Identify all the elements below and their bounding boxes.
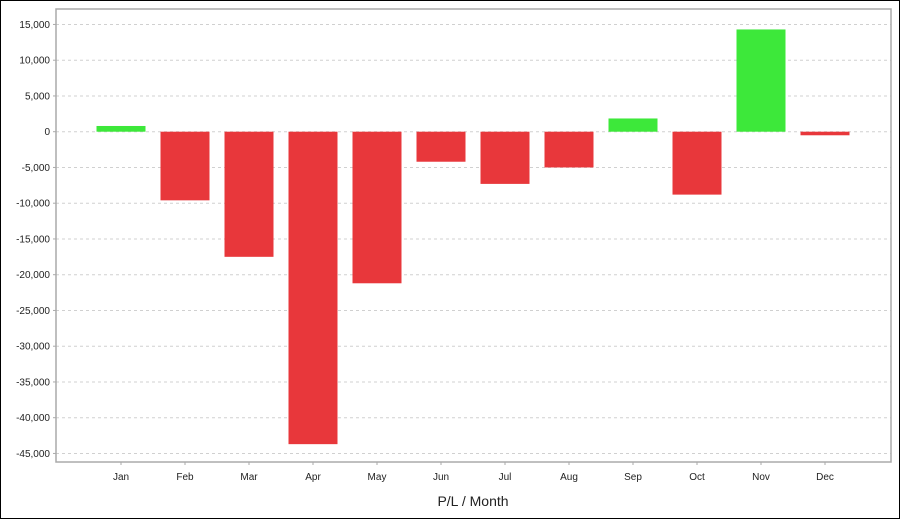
bar-may — [352, 131, 402, 284]
x-tick-label: May — [368, 472, 387, 483]
y-tick-label: -10,000 — [16, 199, 50, 210]
bar-jul — [480, 131, 530, 184]
y-tick-label: -30,000 — [16, 342, 50, 353]
bar-apr — [288, 131, 338, 445]
x-tick-label: Feb — [176, 472, 194, 483]
x-tick-label: Jan — [113, 472, 129, 483]
y-tick-label: -45,000 — [16, 449, 50, 460]
y-tick-label: -40,000 — [16, 413, 50, 424]
x-tick-label: Jul — [499, 472, 512, 483]
plot-border — [55, 8, 892, 463]
bar-jun — [416, 131, 466, 162]
bar-aug — [544, 131, 594, 168]
y-tick-label: -25,000 — [16, 306, 50, 317]
x-tick-label: Nov — [752, 472, 770, 483]
bar-jan — [96, 125, 146, 132]
y-tick-label: 10,000 — [19, 56, 50, 67]
bar-dec — [800, 131, 850, 136]
x-tick-label: Aug — [560, 472, 578, 483]
x-axis-ticks: Jan Feb Mar Apr May Jun Jul Aug Sep Oct Nov Dec — [113, 462, 834, 483]
y-tick-label: -35,000 — [16, 377, 50, 388]
y-tick-label: 0 — [44, 127, 50, 138]
bar-sep — [608, 118, 658, 132]
bar-feb — [160, 131, 210, 201]
y-tick-label: -15,000 — [16, 234, 50, 245]
y-tick-label: -5,000 — [22, 163, 51, 174]
x-tick-label: Mar — [240, 472, 258, 483]
y-tick-label: 15,000 — [19, 20, 50, 31]
bar-mar — [224, 131, 274, 257]
x-tick-label: Jun — [433, 472, 449, 483]
y-axis-ticks: 15,000 10,000 5,000 0 -5,000 -10,000 -15,000 -2… — [16, 20, 56, 460]
x-tick-label: Sep — [624, 472, 642, 483]
x-tick-label: Apr — [305, 472, 321, 483]
x-tick-label: Oct — [689, 472, 705, 483]
bar-nov — [736, 29, 786, 132]
x-tick-label: Dec — [816, 472, 834, 483]
y-tick-label: 5,000 — [25, 91, 50, 102]
bar-oct — [672, 131, 722, 195]
bars — [96, 29, 850, 445]
x-axis-label: P/L / Month — [437, 493, 508, 509]
y-tick-label: -20,000 — [16, 270, 50, 281]
